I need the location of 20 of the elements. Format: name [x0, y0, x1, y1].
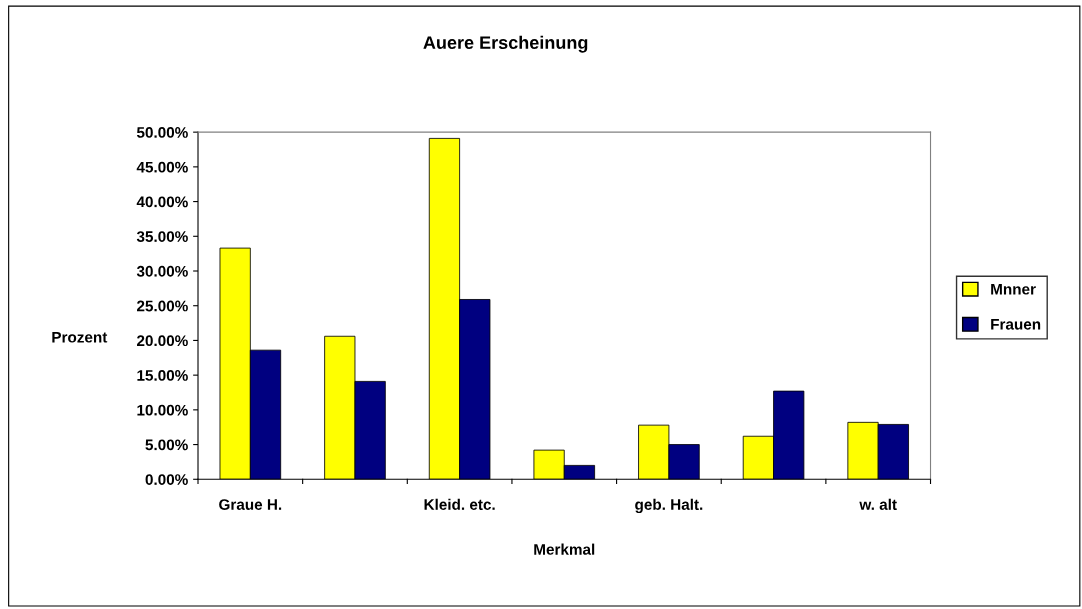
y-tick-label: 20.00% — [137, 335, 188, 347]
y-tick-label: 50.00% — [136, 127, 188, 138]
y-tick-label: 45.00% — [136, 161, 188, 173]
y-tick-label: 15.00% — [137, 370, 188, 381]
y-tick-label: 0.00% — [145, 474, 188, 485]
y-tick-label: 35.00% — [136, 231, 188, 242]
x-tick-label: geb. Halt. — [635, 498, 703, 514]
x-tick-label: w. alt — [859, 498, 897, 510]
y-tick-label: 30.00% — [136, 265, 188, 277]
legend-label: Frauen — [991, 319, 1041, 330]
chart-title: Auere Erscheinung — [423, 35, 588, 53]
x-tick-label: Graue H. — [219, 499, 282, 510]
x-tick-label: Kleid. etc. — [424, 498, 495, 510]
y-tick-label: 10.00% — [137, 404, 188, 416]
x-axis-title: Merkmal — [534, 543, 595, 555]
y-tick-label: 40.00% — [136, 196, 188, 208]
legend-label: Mnner — [991, 283, 1036, 295]
y-tick-label: 25.00% — [137, 300, 188, 312]
y-tick-label: 5.00% — [145, 439, 188, 451]
y-axis-title: Prozent — [52, 331, 108, 343]
